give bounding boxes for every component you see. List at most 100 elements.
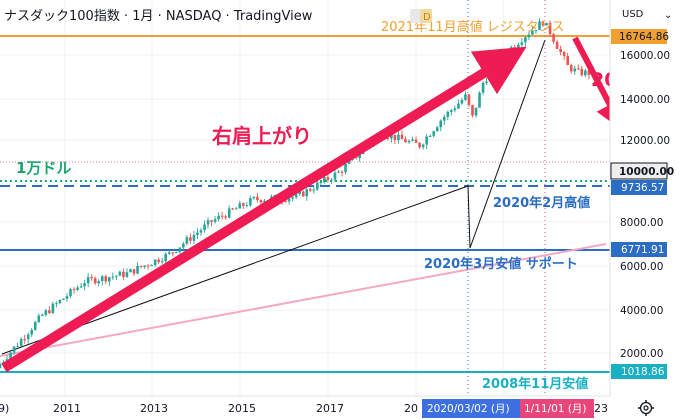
- candle-body: [93, 278, 97, 284]
- feb-2020-price-badge: [611, 180, 667, 195]
- candle-body: [474, 107, 478, 116]
- candle-body: [404, 139, 407, 143]
- settings-gear-icon[interactable]: [638, 400, 654, 416]
- plugin-badge: D: [423, 12, 431, 23]
- candle-body: [347, 159, 351, 164]
- resistance-price-badge: [611, 29, 667, 44]
- time-scale[interactable]: 9) 2011 2013 2015 2017 20 2020/03/02 (月)…: [0, 395, 680, 420]
- candle-body: [252, 196, 256, 199]
- candle-body: [55, 303, 58, 305]
- candle-body: [58, 299, 62, 304]
- candle-body: [30, 329, 34, 335]
- candle-body: [97, 281, 101, 284]
- candle-body: [76, 287, 79, 290]
- current-price-badge: [610, 162, 668, 180]
- candle-body: [330, 179, 333, 181]
- candle-body: [538, 21, 541, 30]
- price-tick: 4000.00: [620, 305, 663, 317]
- scale-menu-chevron-icon[interactable]: ⌄: [664, 10, 672, 21]
- price-tick: 12000.00: [620, 135, 670, 147]
- candle-body: [548, 22, 552, 35]
- candle-body: [534, 29, 538, 31]
- price-scale[interactable]: USD ⌄ 16000.00 14000.00 12000.00 8000.00…: [609, 0, 680, 396]
- candle-body: [44, 310, 48, 315]
- candle-body: [220, 215, 224, 217]
- feb-2020-high-label: 2020年2月高値: [493, 195, 590, 211]
- grid-lines: [0, 0, 610, 396]
- candle-body: [146, 265, 150, 267]
- candle-body: [326, 177, 330, 180]
- candle-body: [238, 203, 242, 209]
- candle-body: [471, 104, 474, 116]
- svg-text:9736.57: 9736.57: [621, 182, 664, 194]
- candle-body: [541, 21, 545, 26]
- candle-body: [217, 215, 220, 220]
- candle-body: [319, 182, 323, 184]
- candle-body: [104, 276, 108, 282]
- candle-body: [100, 276, 104, 282]
- candle-body: [291, 197, 294, 199]
- candle-body: [453, 108, 457, 111]
- candle-body: [358, 153, 361, 159]
- resistance-label: 2021年11月高値 レジスタンス: [381, 19, 565, 35]
- candle-body: [0, 364, 2, 369]
- candle-body: [305, 189, 309, 197]
- candle-body: [115, 275, 118, 277]
- svg-text:1/11/01 (月): 1/11/01 (月): [524, 403, 587, 415]
- candle-body: [111, 276, 115, 278]
- candle-body: [580, 68, 584, 76]
- candle-body: [83, 283, 86, 287]
- candle-body: [16, 345, 19, 347]
- candle-body: [245, 205, 249, 207]
- candle-body: [584, 70, 587, 76]
- time-tick: 2011: [53, 402, 81, 415]
- price-tick: 14000.00: [620, 94, 670, 106]
- candle-body: [189, 237, 192, 241]
- candle-body: [467, 94, 471, 105]
- candle-body: [566, 55, 569, 66]
- candle-body: [485, 81, 488, 83]
- candle-body: [323, 177, 326, 183]
- plugin-badge-icons[interactable]: D: [410, 9, 432, 23]
- candle-body: [185, 237, 189, 244]
- candle-body: [136, 266, 139, 274]
- candle-body: [527, 34, 531, 38]
- candle-body: [139, 266, 143, 268]
- candle-body: [175, 251, 178, 253]
- candle-body: [178, 247, 182, 252]
- swing-path-line[interactable]: [1, 39, 546, 355]
- mar-2020-price-badge: [611, 242, 667, 257]
- uptrend-label: 右肩上がり: [212, 124, 312, 148]
- price-tick: 2000.00: [620, 348, 663, 360]
- mar-2020-low-label: 2020年3月安値 サポート: [424, 256, 578, 272]
- svg-text:2020/03/02 (月): 2020/03/02 (月): [427, 403, 510, 415]
- candle-body: [263, 200, 266, 203]
- candle-body: [418, 142, 421, 148]
- nov-2008-price-badge: [611, 364, 667, 379]
- candle-body: [442, 116, 446, 121]
- candle-body: [587, 70, 591, 75]
- candle-body: [316, 182, 319, 190]
- candle-body: [393, 134, 397, 141]
- long-term-support-trendline[interactable]: [0, 243, 607, 357]
- candle-body: [48, 310, 51, 313]
- candle-body: [517, 44, 520, 48]
- candle-body: [287, 198, 291, 202]
- candle-body: [171, 252, 175, 254]
- candle-body: [125, 272, 129, 277]
- candle-body: [167, 252, 171, 254]
- time-tick: 2015: [228, 402, 256, 415]
- candle-body: [150, 265, 153, 267]
- candle-body: [23, 339, 26, 341]
- chart-title: ナスダック100指数 · 1月 · NASDAQ · TradingView: [4, 9, 313, 24]
- candle-body: [9, 352, 12, 360]
- candle-body: [520, 42, 524, 45]
- candle-body: [241, 203, 245, 206]
- candle-body: [552, 34, 555, 42]
- candle-body: [79, 286, 83, 288]
- svg-text:1018.86: 1018.86: [621, 366, 665, 378]
- candle-body: [284, 200, 287, 202]
- candle-body: [192, 235, 196, 241]
- candle-body: [337, 171, 340, 173]
